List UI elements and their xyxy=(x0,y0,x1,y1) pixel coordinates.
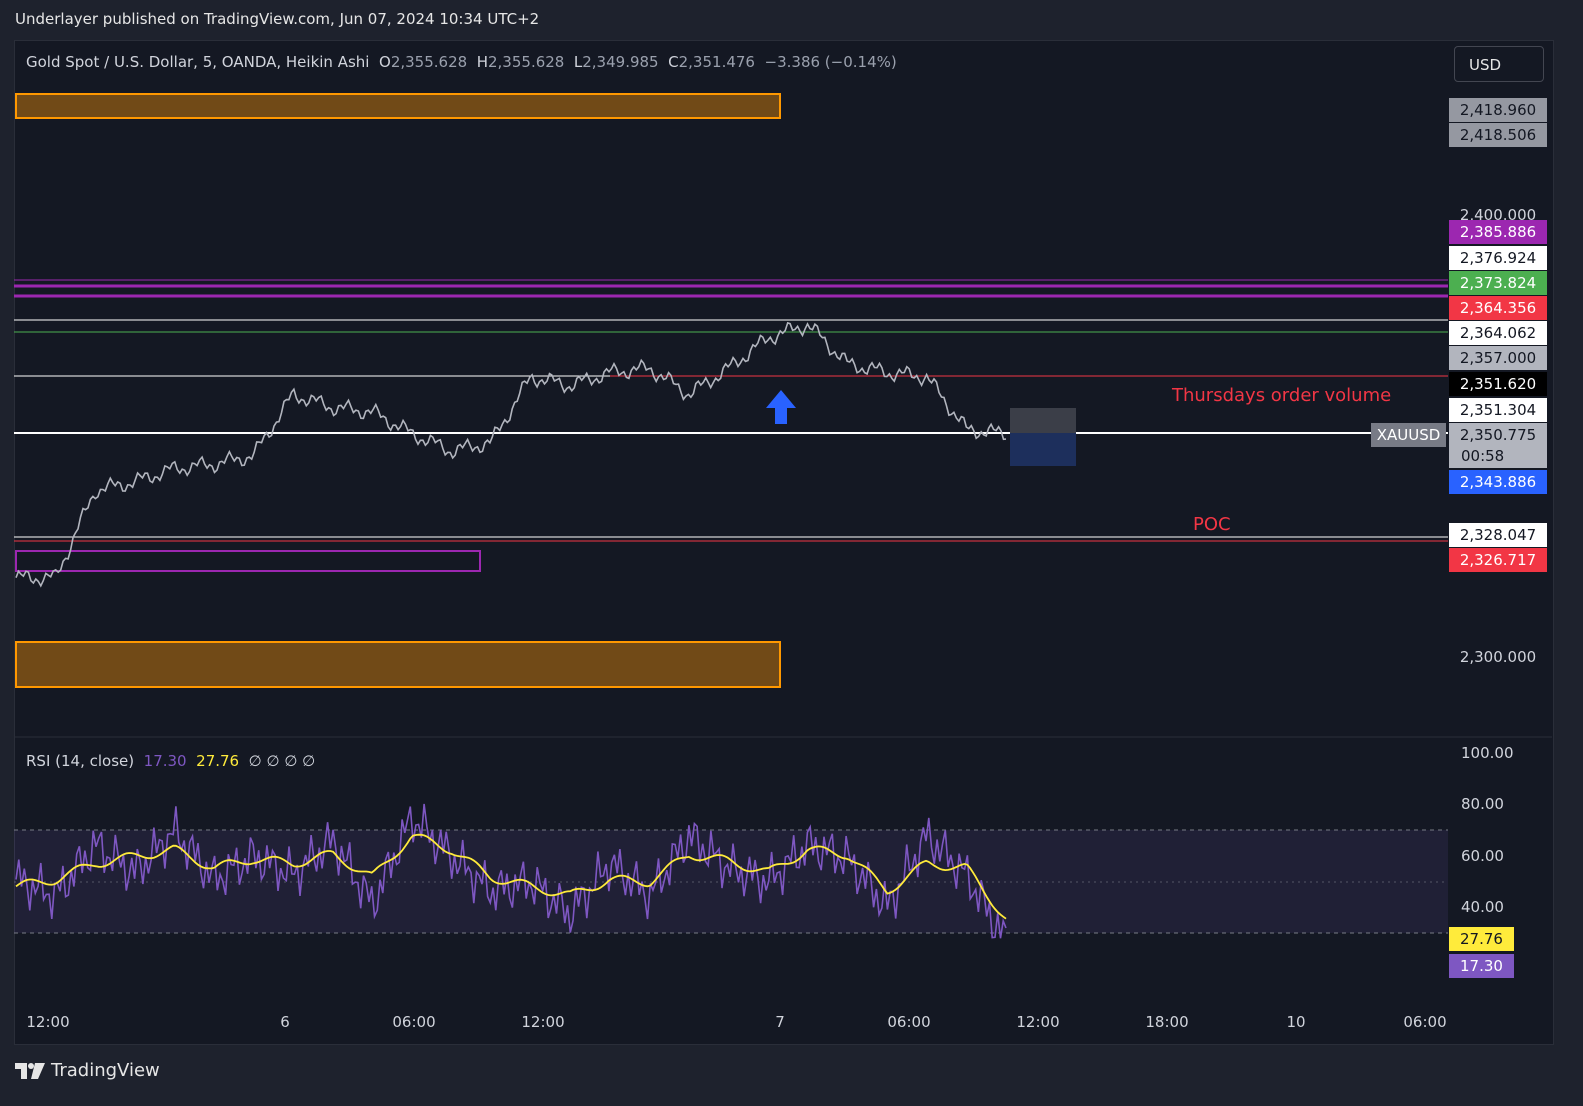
time-label: 12:00 xyxy=(26,1013,70,1031)
price-label: 2,351.304 xyxy=(1449,398,1547,422)
open-value: 2,355.628 xyxy=(390,53,468,71)
bar-countdown: 00:58 xyxy=(1449,446,1547,468)
rsi-extras: ∅ ∅ ∅ ∅ xyxy=(248,752,316,770)
close-label: C xyxy=(668,53,679,71)
price-label: 2,351.620 xyxy=(1449,372,1547,396)
tradingview-wordmark: TradingView xyxy=(51,1060,160,1081)
time-label: 6 xyxy=(280,1013,290,1031)
chart-canvas[interactable] xyxy=(14,40,1552,1043)
high-label: H xyxy=(476,53,488,71)
order-volume-note[interactable]: Thursdays order volume xyxy=(1172,385,1392,406)
price-label: 2,350.775 xyxy=(1449,423,1547,447)
poc-note[interactable]: POC xyxy=(1193,514,1231,535)
rsi-ma-badge: 27.76 xyxy=(1449,927,1514,951)
price-tick-2300: 2,300.000 xyxy=(1459,648,1537,666)
demand-zone[interactable] xyxy=(15,641,781,688)
rsi-tick-40: 40.00 xyxy=(1461,898,1504,916)
arrow-up-icon[interactable] xyxy=(766,390,796,424)
close-value: 2,351.476 xyxy=(678,53,755,71)
rsi-tick-60: 60.00 xyxy=(1461,847,1504,865)
low-label: L xyxy=(573,53,583,71)
tradingview-icon xyxy=(15,1063,45,1079)
time-label: 06:00 xyxy=(392,1013,436,1031)
position-stop-box[interactable] xyxy=(1010,408,1076,433)
time-label: 7 xyxy=(775,1013,785,1031)
rsi-tick-80: 80.00 xyxy=(1461,795,1504,813)
price-label: 2,364.062 xyxy=(1449,321,1547,345)
ticker-badge[interactable]: XAUUSD xyxy=(1371,423,1446,447)
price-tick-2400: 2,400.000 xyxy=(1459,206,1537,224)
rsi-ma-value: 27.76 xyxy=(196,752,240,770)
purple-zone[interactable] xyxy=(15,550,481,572)
tradingview-logo[interactable]: TradingView xyxy=(15,1060,160,1081)
time-label: 10 xyxy=(1286,1013,1306,1031)
rsi-ma-line[interactable] xyxy=(15,833,1007,920)
change-value: −3.386 (−0.14%) xyxy=(764,53,897,71)
high-value: 2,355.628 xyxy=(488,53,565,71)
price-label: 2,373.824 xyxy=(1449,271,1547,295)
rsi-title[interactable]: RSI (14, close) xyxy=(26,752,135,770)
price-label: 2,326.717 xyxy=(1449,548,1547,572)
position-target-box[interactable] xyxy=(1010,433,1076,466)
symbol-title[interactable]: Gold Spot / U.S. Dollar, 5, OANDA, Heiki… xyxy=(26,53,370,71)
price-label: 2,418.506 xyxy=(1449,123,1547,147)
price-label: 2,418.960 xyxy=(1449,98,1547,122)
price-label: 2,357.000 xyxy=(1449,346,1547,370)
symbol-legend[interactable]: Gold Spot / U.S. Dollar, 5, OANDA, Heiki… xyxy=(26,53,897,71)
rsi-legend[interactable]: RSI (14, close) 17.30 27.76 ∅ ∅ ∅ ∅ xyxy=(26,752,315,770)
time-label: 18:00 xyxy=(1145,1013,1189,1031)
supply-zone[interactable] xyxy=(15,93,781,119)
rsi-badge: 17.30 xyxy=(1449,954,1514,978)
price-label: 2,343.886 xyxy=(1449,470,1547,494)
open-label: O xyxy=(379,53,391,71)
time-label: 06:00 xyxy=(887,1013,931,1031)
time-label: 06:00 xyxy=(1403,1013,1447,1031)
price-series[interactable] xyxy=(15,321,1007,588)
publisher-header: Underlayer published on TradingView.com,… xyxy=(15,10,540,28)
price-label: 2,385.886 xyxy=(1449,220,1547,244)
low-value: 2,349.985 xyxy=(582,53,659,71)
price-label: 2,328.047 xyxy=(1449,523,1547,547)
time-label: 12:00 xyxy=(521,1013,565,1031)
currency-button[interactable]: USD xyxy=(1454,46,1544,82)
price-label: 2,376.924 xyxy=(1449,246,1547,270)
price-label: 2,364.356 xyxy=(1449,296,1547,320)
rsi-value: 17.30 xyxy=(143,752,187,770)
rsi-tick-100: 100.00 xyxy=(1461,744,1514,762)
time-label: 12:00 xyxy=(1016,1013,1060,1031)
